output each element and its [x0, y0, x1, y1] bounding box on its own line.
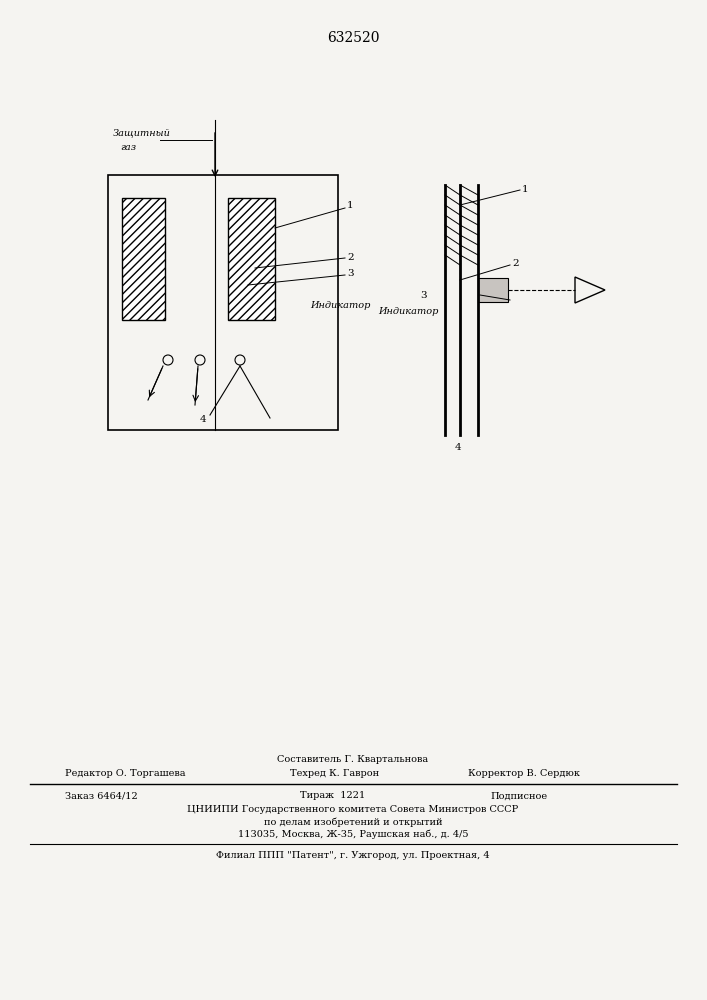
Text: по делам изобретений и открытий: по делам изобретений и открытий — [264, 817, 443, 827]
Text: 3: 3 — [420, 290, 426, 300]
Text: 3: 3 — [347, 268, 354, 277]
Text: Техред К. Гаврон: Техред К. Гаврон — [290, 770, 379, 778]
Text: Филиал ППП "Патент", г. Ужгород, ул. Проектная, 4: Филиал ППП "Патент", г. Ужгород, ул. Про… — [216, 852, 490, 860]
Polygon shape — [478, 278, 508, 302]
Text: Подписное: Подписное — [490, 792, 547, 800]
Text: Корректор В. Сердюк: Корректор В. Сердюк — [468, 770, 580, 778]
Text: Индикатор: Индикатор — [378, 308, 438, 316]
Text: 632520: 632520 — [327, 31, 379, 45]
Polygon shape — [228, 198, 275, 320]
Text: 1: 1 — [347, 202, 354, 211]
Text: ЦНИИПИ Государственного комитета Совета Министров СССР: ЦНИИПИ Государственного комитета Совета … — [187, 806, 519, 814]
Text: 2: 2 — [347, 252, 354, 261]
Text: 4: 4 — [200, 416, 206, 424]
Text: Редактор О. Торгашева: Редактор О. Торгашева — [65, 770, 185, 778]
Polygon shape — [122, 198, 165, 320]
Text: Тираж  1221: Тираж 1221 — [300, 792, 366, 800]
Text: газ: газ — [120, 142, 136, 151]
Text: Индикатор: Индикатор — [310, 300, 370, 310]
Text: 2: 2 — [512, 259, 519, 268]
Text: 113035, Москва, Ж-35, Раушская наб., д. 4/5: 113035, Москва, Ж-35, Раушская наб., д. … — [238, 829, 468, 839]
Text: 1: 1 — [522, 184, 529, 194]
Text: Составитель Г. Квартальнова: Составитель Г. Квартальнова — [277, 756, 428, 764]
Text: 4: 4 — [455, 442, 462, 452]
Text: Защитный: Защитный — [113, 128, 171, 137]
Text: Заказ 6464/12: Заказ 6464/12 — [65, 792, 138, 800]
